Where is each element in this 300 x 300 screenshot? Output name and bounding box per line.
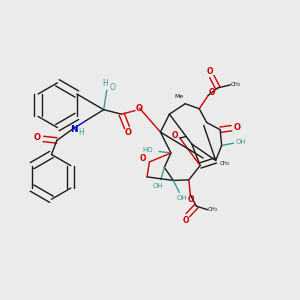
Text: O: O [234,123,241,132]
Text: O: O [208,88,215,97]
Text: O: O [109,83,115,92]
Text: O: O [34,133,41,142]
Text: OH: OH [236,139,246,145]
Text: O: O [188,195,194,204]
Text: H: H [102,79,108,88]
Text: CH₃: CH₃ [231,82,241,87]
Text: CH₃: CH₃ [208,207,218,212]
Text: O: O [136,104,143,113]
Text: O: O [171,131,178,140]
Text: OH: OH [176,195,187,201]
Text: O: O [182,216,189,225]
Text: N: N [70,125,78,134]
Text: HO: HO [142,147,153,153]
Text: Me: Me [175,94,184,99]
Text: O: O [206,67,213,76]
Text: OH: OH [152,183,163,189]
Text: H: H [78,128,84,136]
Text: CH₃: CH₃ [220,161,230,166]
Text: O: O [140,154,146,164]
Text: O: O [125,128,132,137]
